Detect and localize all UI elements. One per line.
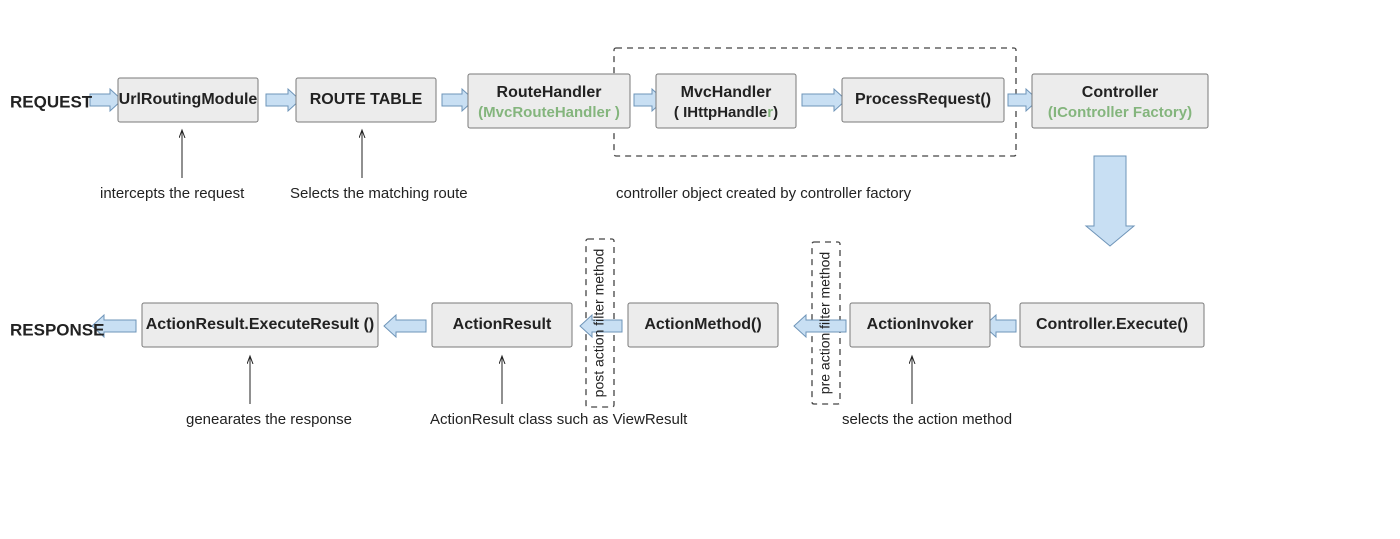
node-action-invoker: ActionInvoker: [850, 303, 990, 347]
arrow-a2: [266, 89, 300, 111]
node-execute-result: ActionResult.ExecuteResult (): [142, 303, 378, 347]
caption-c3: controller object created by controller …: [616, 185, 912, 202]
pre-filter-label: pre action filter method: [817, 252, 833, 394]
node-mvc-handler: MvcHandler ( IHttpHandler): [656, 74, 796, 128]
caption-c4: genearates the response: [186, 411, 352, 428]
flow-diagram: UrlRoutingModule ROUTE TABLE RouteHandler (…: [0, 0, 1400, 539]
node-action-method: ActionMethod(): [628, 303, 778, 347]
node-label: ActionInvoker: [867, 316, 974, 333]
caption-c1: intercepts the request: [100, 185, 245, 202]
caption-c6: selects the action method: [842, 411, 1012, 428]
node-label: ActionResult.ExecuteResult (): [146, 316, 374, 333]
node-label: ActionMethod(): [644, 316, 761, 333]
node-sublabel: (MvcRouteHandler ): [478, 104, 620, 121]
arrow-a10: [384, 315, 426, 337]
node-label: MvcHandler: [681, 84, 772, 101]
node-label: ProcessRequest(): [855, 91, 991, 108]
request-label: REQUEST: [10, 92, 93, 111]
post-filter-label: post action filter method: [591, 249, 607, 398]
node-label: UrlRoutingModule: [119, 91, 258, 108]
node-url-routing-module: UrlRoutingModule: [118, 78, 258, 122]
caption-c5: ActionResult class such as ViewResult: [430, 411, 688, 428]
node-label: Controller.Execute(): [1036, 316, 1188, 333]
node-route-table: ROUTE TABLE: [296, 78, 436, 122]
node-controller-execute: Controller.Execute(): [1020, 303, 1204, 347]
node-process-request: ProcessRequest(): [842, 78, 1004, 122]
arrow-a5: [802, 89, 846, 111]
node-route-handler: RouteHandler (MvcRouteHandler ): [468, 74, 630, 128]
node-sublabel: (IController Factory): [1048, 104, 1192, 121]
response-label: RESPONSE: [10, 320, 104, 339]
arrow-down-controller: [1086, 156, 1134, 246]
node-controller: Controller (IController Factory): [1032, 74, 1208, 128]
node-label: RouteHandler: [497, 84, 602, 101]
node-sublabel: ( IHttpHandler): [674, 104, 778, 121]
node-label: ActionResult: [453, 316, 552, 333]
node-action-result: ActionResult: [432, 303, 572, 347]
caption-c2: Selects the matching route: [290, 185, 468, 202]
arrow-a1: [90, 89, 122, 111]
node-label: Controller: [1082, 84, 1158, 101]
node-label: ROUTE TABLE: [310, 91, 423, 108]
